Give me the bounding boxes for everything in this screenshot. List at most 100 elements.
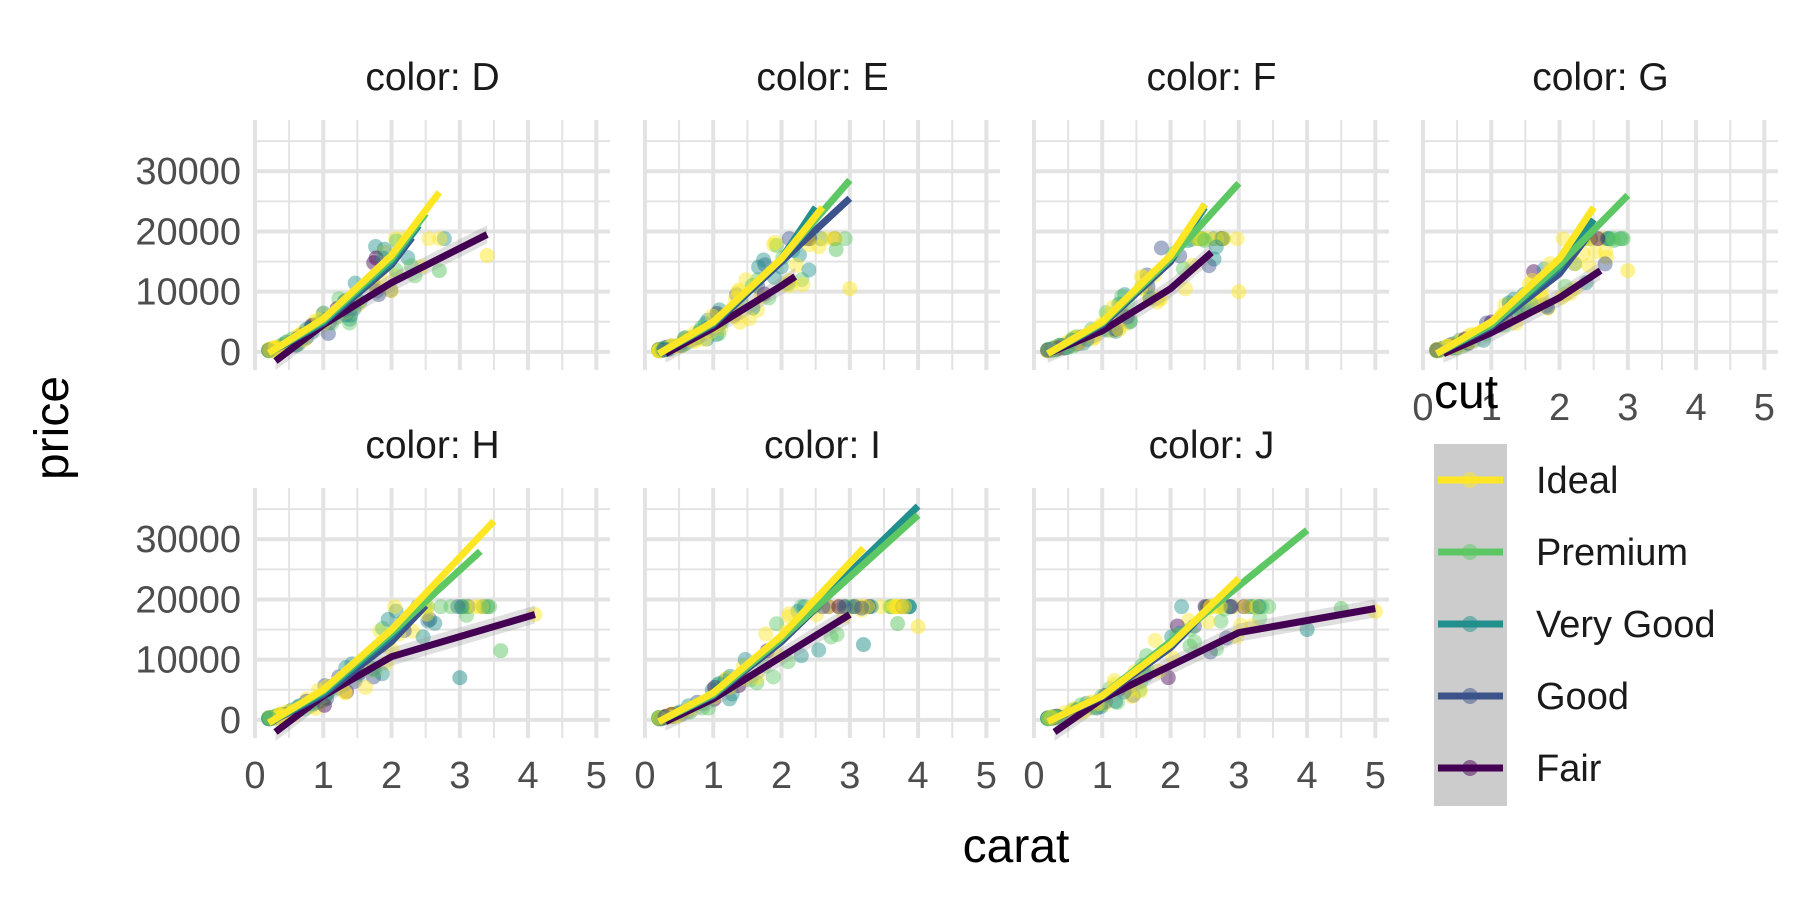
legend-item: Good xyxy=(1438,676,1629,718)
data-point xyxy=(454,599,470,615)
data-point xyxy=(884,599,900,615)
data-point xyxy=(823,629,839,645)
y-tick-label: 0 xyxy=(220,332,241,374)
data-point xyxy=(388,603,404,619)
data-point xyxy=(1216,231,1232,247)
data-point xyxy=(1160,670,1176,686)
data-point xyxy=(886,599,902,615)
data-point xyxy=(838,599,854,615)
data-point xyxy=(1597,256,1613,272)
smooth-lines xyxy=(656,177,853,363)
data-point xyxy=(400,250,416,266)
data-point xyxy=(436,231,452,247)
data-point xyxy=(801,262,817,278)
data-point xyxy=(1581,257,1597,273)
data-point xyxy=(1132,683,1148,699)
x-tick-label: 3 xyxy=(449,755,470,797)
data-point xyxy=(830,599,846,615)
data-point xyxy=(794,272,810,288)
legend: cut Ideal Premium Very Good Good Fair xyxy=(1434,366,1716,806)
data-point xyxy=(358,680,374,696)
data-point xyxy=(829,626,845,642)
data-point xyxy=(861,599,877,615)
x-tick-label: 5 xyxy=(976,755,997,797)
data-point xyxy=(788,257,804,273)
data-point xyxy=(493,643,509,659)
facet-panel-G: color: G 0 1 2 3 4 5 xyxy=(1412,56,1778,429)
data-point xyxy=(1124,688,1140,704)
grid xyxy=(253,120,610,370)
data-point xyxy=(828,242,844,258)
data-point xyxy=(849,599,865,615)
legend-label: Good xyxy=(1536,676,1629,718)
data-point xyxy=(1208,239,1224,255)
facet-strip-label: color: F xyxy=(1146,56,1276,99)
x-tick-label: 4 xyxy=(1686,387,1707,429)
smooth-line-ideal xyxy=(657,545,867,725)
data-point xyxy=(886,599,902,615)
data-point xyxy=(1237,599,1253,615)
data-point xyxy=(415,629,431,645)
facet-panel-F: color: F xyxy=(1032,56,1389,370)
data-point xyxy=(1153,240,1169,256)
facet-panel-I: color: I 0 1 2 3 4 5 xyxy=(634,424,1000,797)
data-point xyxy=(793,648,809,664)
data-point xyxy=(845,599,861,615)
smooth-line-fair xyxy=(1052,605,1376,735)
smooth-line-fair xyxy=(273,231,489,364)
data-point xyxy=(1244,599,1260,615)
grid xyxy=(643,120,1000,370)
legend-item: Very Good xyxy=(1438,604,1716,646)
data-point xyxy=(453,599,469,615)
data-point xyxy=(811,239,827,255)
x-tick-label: 3 xyxy=(1617,387,1638,429)
data-point xyxy=(851,599,867,615)
y-tick-label: 20000 xyxy=(135,579,241,621)
x-tick-label: 5 xyxy=(586,755,607,797)
data-point xyxy=(1226,599,1242,615)
data-point xyxy=(859,599,875,615)
x-tick-label: 2 xyxy=(381,755,402,797)
y-tick-label: 20000 xyxy=(135,211,241,253)
data-point xyxy=(1590,231,1606,247)
smooth-line-ideal xyxy=(266,518,497,726)
smooth-line-ideal xyxy=(1045,202,1208,357)
x-tick-label: 0 xyxy=(244,755,265,797)
legend-title: cut xyxy=(1434,366,1498,419)
data-point xyxy=(376,241,392,257)
data-point xyxy=(1147,632,1163,648)
data-point xyxy=(452,670,468,686)
x-tick-label: 0 xyxy=(1023,755,1044,797)
data-point xyxy=(1587,244,1603,260)
y-tick-label: 30000 xyxy=(135,519,241,561)
data-point xyxy=(854,600,870,616)
data-point xyxy=(433,599,449,615)
data-point xyxy=(365,669,381,685)
data-point xyxy=(1215,231,1231,247)
data-point xyxy=(1222,599,1238,615)
facet-panel-D: color: D 0 10000 20000 30000 xyxy=(135,56,610,374)
data-point xyxy=(1223,599,1239,615)
data-point xyxy=(431,263,447,279)
data-point xyxy=(842,281,858,297)
legend-label: Very Good xyxy=(1536,604,1716,646)
data-point xyxy=(902,599,918,615)
smooth-line-ideal xyxy=(656,205,826,357)
data-point xyxy=(1597,244,1613,260)
data-point xyxy=(827,231,843,247)
data-point xyxy=(883,599,899,615)
data-point xyxy=(1251,599,1267,615)
data-point xyxy=(387,599,403,615)
data-point xyxy=(472,599,488,615)
smooth-lines xyxy=(657,503,921,731)
x-tick-label: 0 xyxy=(1412,387,1433,429)
data-point xyxy=(459,607,475,623)
data-point xyxy=(1261,599,1277,615)
data-point xyxy=(732,314,748,330)
data-point xyxy=(756,252,772,268)
data-point xyxy=(479,248,495,264)
data-point xyxy=(1244,599,1260,615)
data-point xyxy=(855,599,871,615)
data-point xyxy=(1125,687,1141,703)
